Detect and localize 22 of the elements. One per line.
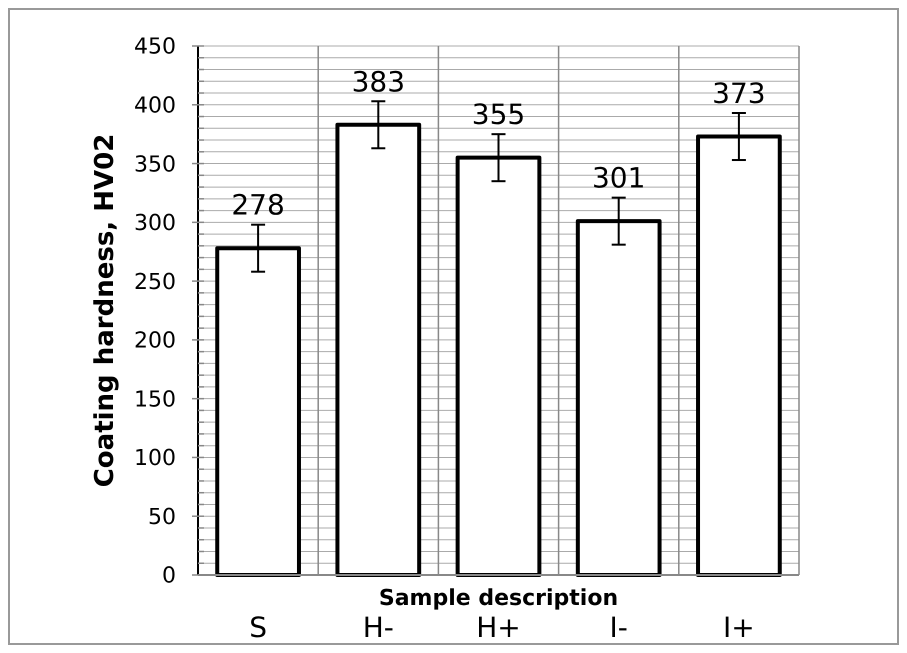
y-tick-label: 250 xyxy=(134,270,176,295)
data-label: 301 xyxy=(592,162,646,195)
y-tick-label: 350 xyxy=(134,152,176,178)
x-axis-title: Sample description xyxy=(378,586,618,611)
y-tick-label: 200 xyxy=(134,328,176,354)
y-axis-title: Coating hardness, HV02 xyxy=(90,134,120,488)
x-tick-label: I+ xyxy=(723,611,755,644)
y-tick-label: 0 xyxy=(162,564,176,589)
x-tick-label: S xyxy=(249,611,267,644)
data-label: 373 xyxy=(712,77,766,110)
x-tick-label: H+ xyxy=(476,611,521,644)
data-label: 355 xyxy=(472,98,526,132)
y-tick-label: 150 xyxy=(134,387,176,412)
y-tick-label: 450 xyxy=(134,34,176,60)
x-tick-label: H- xyxy=(362,611,394,644)
y-tick-label: 100 xyxy=(134,446,176,472)
y-tick-label: 400 xyxy=(134,93,176,118)
data-label: 278 xyxy=(231,188,285,222)
data-label: 383 xyxy=(352,65,406,98)
y-tick-label: 50 xyxy=(148,504,176,530)
x-tick-label: I- xyxy=(610,611,628,644)
y-tick-label: 300 xyxy=(134,211,176,236)
